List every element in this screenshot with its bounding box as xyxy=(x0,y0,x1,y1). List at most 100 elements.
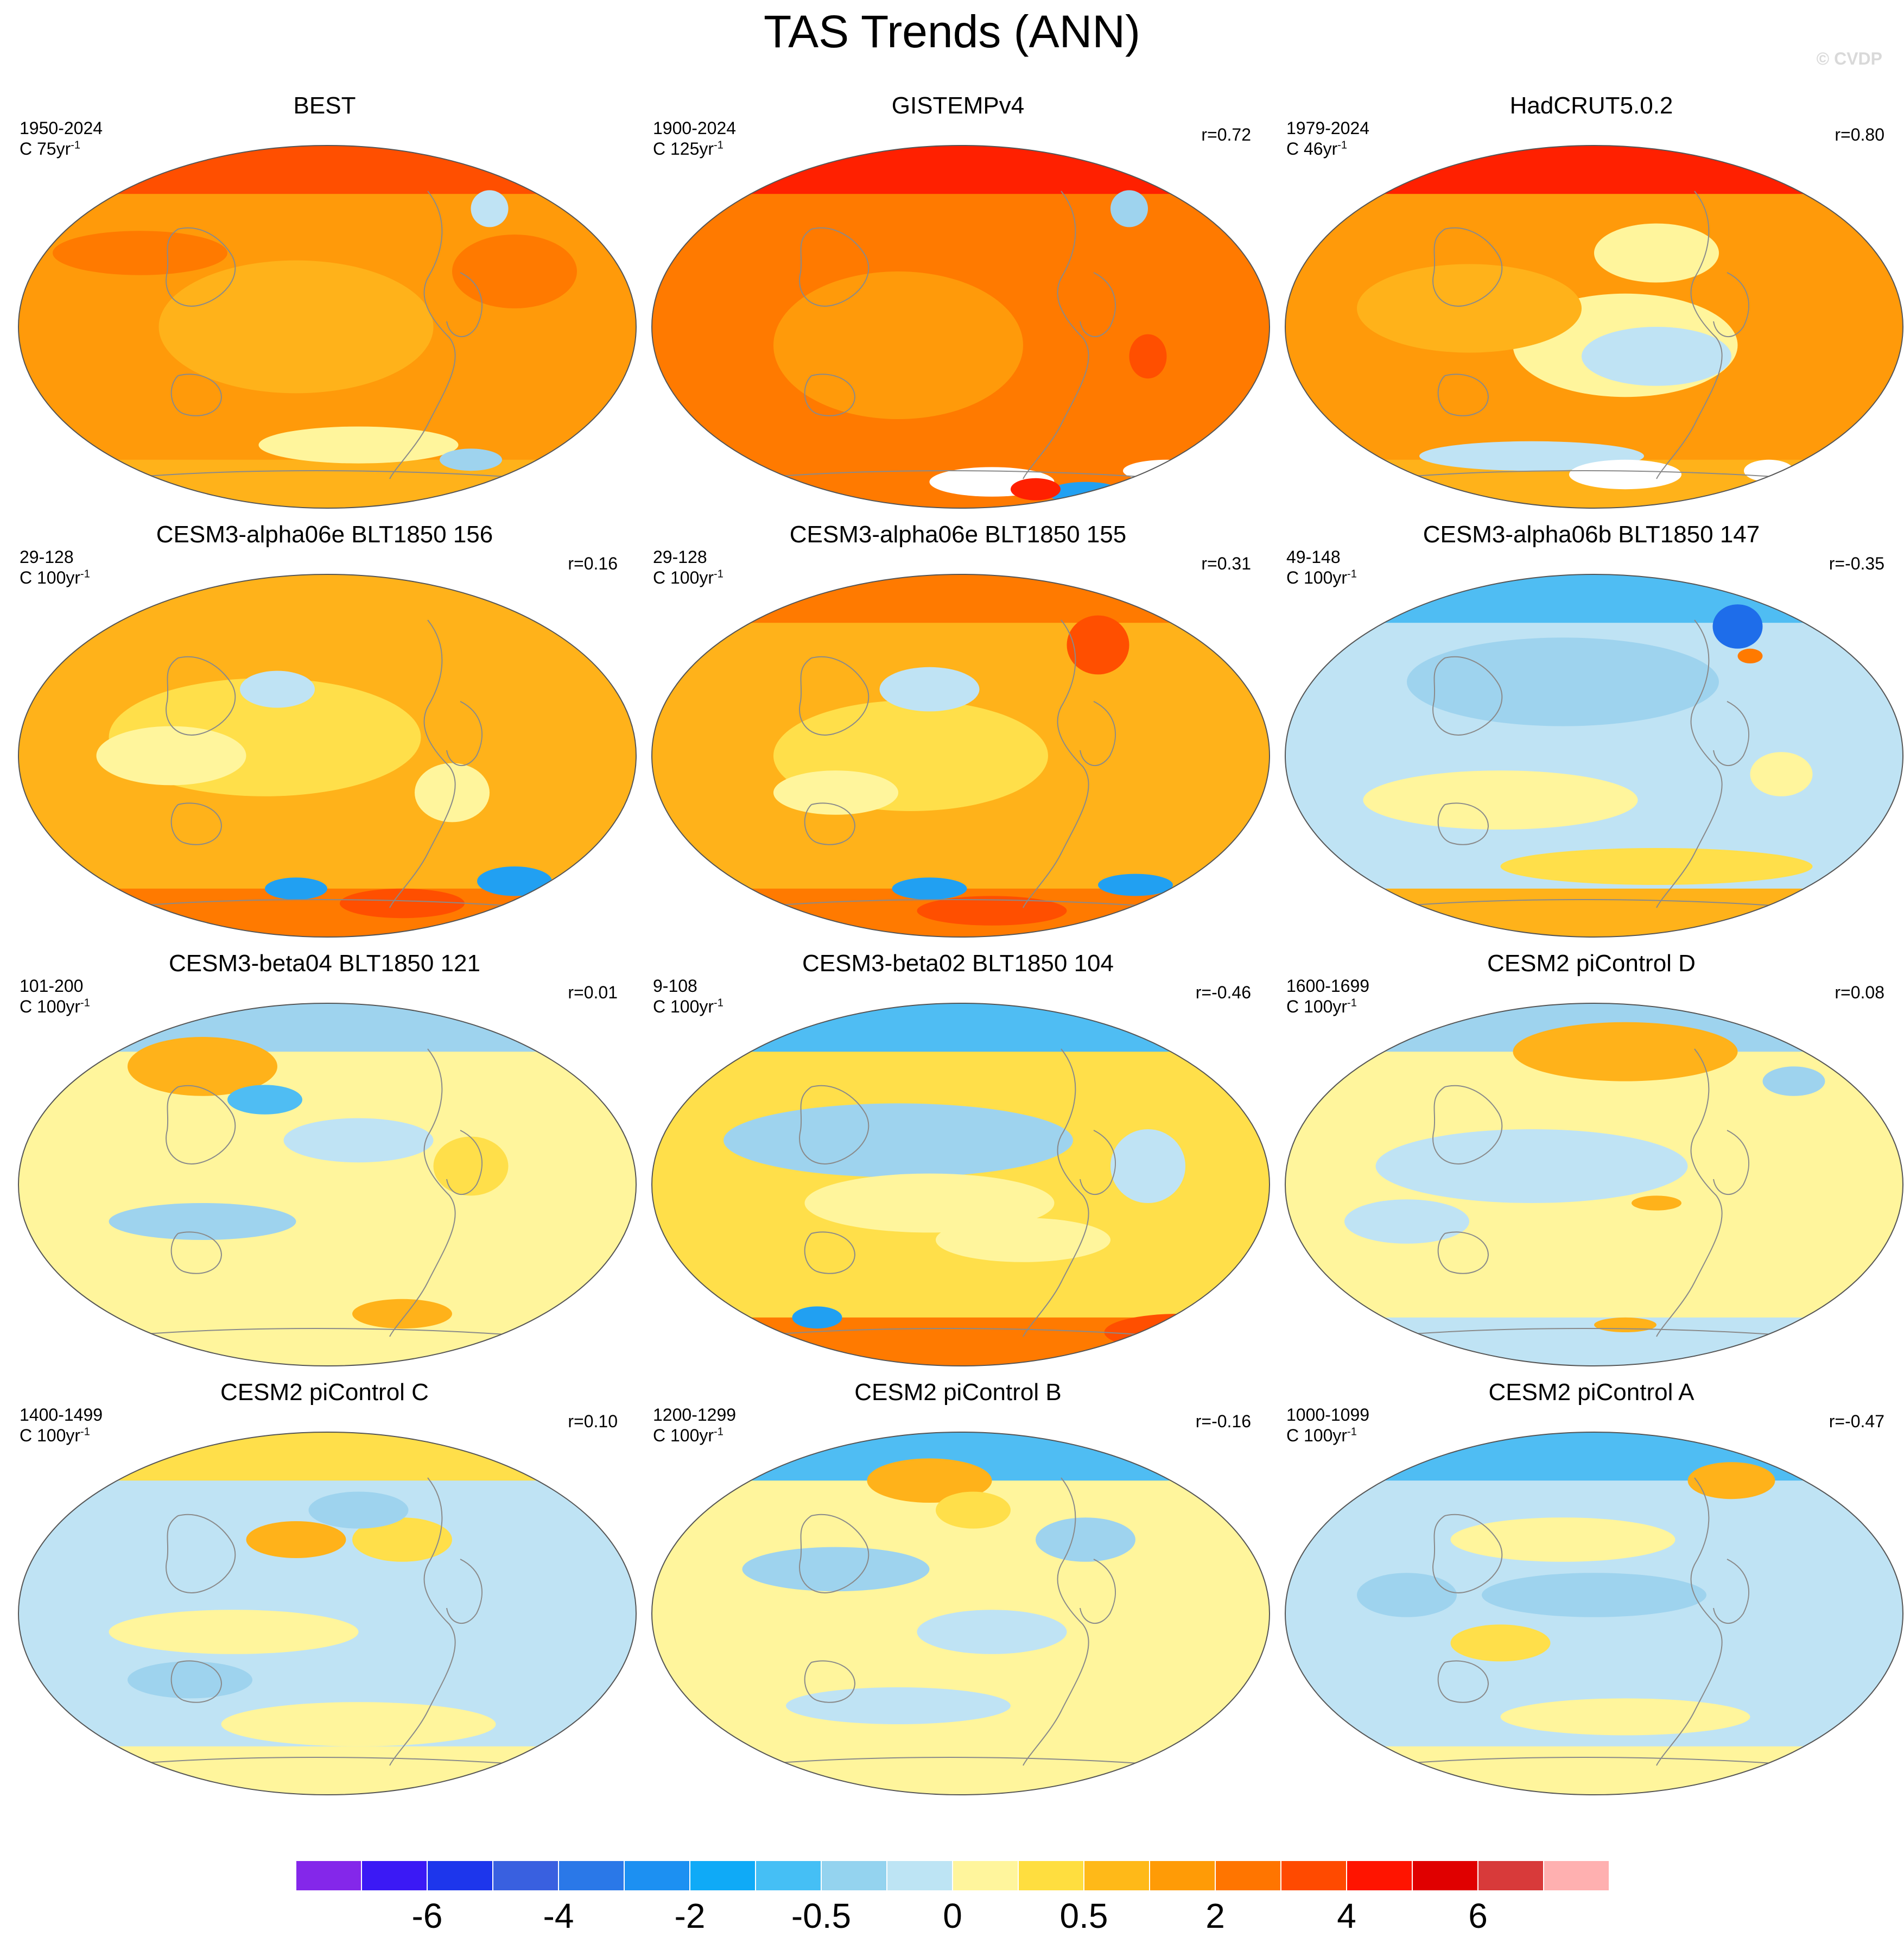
trend-anomaly-region xyxy=(773,770,898,815)
trend-anomaly-region xyxy=(440,448,502,471)
coastline xyxy=(1656,619,1723,908)
panel-units-text: C 100yr xyxy=(1286,997,1348,1016)
colorbar-label: -0.5 xyxy=(791,1896,852,1935)
panel-correlation: r=-0.35 xyxy=(1829,554,1884,573)
coastline xyxy=(1713,272,1749,338)
panel-units-text: C 100yr xyxy=(20,997,81,1016)
trend-anomaly-region xyxy=(1098,874,1173,896)
coastline xyxy=(1656,191,1723,479)
panel-units-text: C 100yr xyxy=(653,1426,714,1445)
trend-anomaly-region xyxy=(1750,752,1813,796)
coastline xyxy=(799,1514,870,1593)
coastline xyxy=(170,802,223,845)
coastline xyxy=(746,1757,1170,1766)
trend-anomaly-region xyxy=(1762,1066,1825,1096)
panel-units-exponent: -1 xyxy=(80,1426,90,1438)
coastline xyxy=(1379,899,1804,908)
panel-correlation: r=-0.46 xyxy=(1195,983,1251,1002)
panel-units-exponent: -1 xyxy=(714,568,723,580)
panel-period: 1200-1299 xyxy=(653,1405,737,1425)
trend-anomaly-region xyxy=(109,1610,359,1654)
colorbar-label: -4 xyxy=(543,1896,574,1935)
trend-anomaly-region xyxy=(477,866,552,896)
colorbar-swatch xyxy=(1150,1860,1215,1891)
panel-correlation: r=0.72 xyxy=(1201,125,1251,144)
colorbar-swatch xyxy=(1084,1860,1150,1891)
trend-map xyxy=(18,1003,637,1366)
trend-anomaly-region xyxy=(1687,1462,1775,1499)
arctic-band xyxy=(18,574,636,623)
panel-correlation: r=-0.47 xyxy=(1829,1412,1884,1431)
coastline xyxy=(1080,1130,1116,1195)
trend-map xyxy=(18,145,637,509)
panel-units: C 100yr-1 xyxy=(1286,1426,1357,1446)
coastline xyxy=(1023,191,1089,479)
panel-units: C 100yr-1 xyxy=(653,1426,723,1446)
coastline xyxy=(389,1477,456,1766)
trend-map xyxy=(651,1003,1270,1366)
map-panel: CESM3-beta02 BLT1850 104 9-108 C 100yr-1 r=… xyxy=(643,950,1273,1379)
colorbar-swatch xyxy=(1412,1860,1478,1891)
trend-anomaly-region xyxy=(773,271,1023,419)
panel-correlation: r=0.01 xyxy=(568,983,618,1002)
panel-units-text: C 100yr xyxy=(1286,1426,1348,1445)
trend-anomaly-region xyxy=(265,877,327,900)
trend-anomaly-region xyxy=(1569,459,1681,490)
trend-anomaly-region xyxy=(308,1491,409,1529)
map-panel: HadCRUT5.0.2 1979-2024 C 46yr-1 r=0.80 xyxy=(1277,92,1904,521)
arctic-band xyxy=(1285,145,1903,194)
map-panel: CESM3-alpha06e BLT1850 156 29-128 C 100yr-… xyxy=(10,521,639,950)
panel-period: 1900-2024 xyxy=(653,118,737,138)
antarctic-band xyxy=(1285,888,1903,937)
colorbar-swatch xyxy=(558,1860,624,1891)
trend-anomaly-region xyxy=(415,763,490,822)
trend-anomaly-region xyxy=(936,1491,1011,1529)
panel-units: C 100yr-1 xyxy=(20,997,90,1017)
coastline xyxy=(170,374,223,416)
arctic-band xyxy=(1285,1432,1903,1481)
panel-title: CESM2 piControl C xyxy=(220,1379,429,1406)
trend-anomaly-region xyxy=(723,1103,1073,1178)
coastline xyxy=(1379,1328,1804,1337)
panel-title: CESM3-alpha06b BLT1850 147 xyxy=(1423,521,1760,548)
map-panel: CESM2 piControl A 1000-1099 C 100yr-1 r=-0.… xyxy=(1277,1379,1904,1808)
coastline xyxy=(1080,701,1116,767)
arctic-band xyxy=(18,1003,636,1052)
panel-period: 29-128 xyxy=(653,547,707,567)
coastline xyxy=(1713,701,1749,767)
trend-anomaly-region xyxy=(1407,637,1719,726)
trend-anomaly-region xyxy=(1737,648,1763,663)
panel-units-text: C 125yr xyxy=(653,139,714,159)
coastline xyxy=(799,1085,870,1164)
trend-anomaly-region xyxy=(1375,1129,1688,1203)
coastline xyxy=(446,1130,483,1195)
coastline xyxy=(1437,1231,1489,1274)
coastline xyxy=(1379,1757,1804,1766)
trend-anomaly-region xyxy=(1110,190,1148,227)
trend-map xyxy=(18,1432,637,1795)
coastline xyxy=(166,227,236,307)
colorbar-swatch xyxy=(690,1860,756,1891)
panel-units-text: C 100yr xyxy=(1286,568,1348,587)
arctic-band xyxy=(18,145,636,194)
colorbar-swatch xyxy=(756,1860,821,1891)
coastline xyxy=(166,656,236,736)
colorbar-label: 0.5 xyxy=(1059,1896,1108,1935)
figure-title: TAS Trends (ANN) xyxy=(764,6,1140,57)
map-outline xyxy=(18,1003,637,1366)
trend-anomaly-region xyxy=(879,667,980,712)
map-panel: CESM2 piControl D 1600-1699 C 100yr-1 r=0.0… xyxy=(1277,950,1904,1379)
antarctic-band xyxy=(1285,1746,1903,1795)
coastline xyxy=(170,1660,223,1703)
panel-units-exponent: -1 xyxy=(1347,568,1357,580)
coastline xyxy=(1023,619,1089,908)
trend-anomaly-region xyxy=(867,1458,992,1503)
panel-units-text: C 46yr xyxy=(1286,139,1338,159)
panel-correlation: r=-0.16 xyxy=(1195,1412,1251,1431)
trend-anomaly-region xyxy=(1110,1129,1185,1203)
arctic-band xyxy=(652,1003,1270,1052)
panel-units-exponent: -1 xyxy=(80,568,90,580)
trend-map xyxy=(1285,145,1903,509)
map-outline xyxy=(18,1432,637,1795)
trend-anomaly-region xyxy=(1450,1624,1551,1662)
